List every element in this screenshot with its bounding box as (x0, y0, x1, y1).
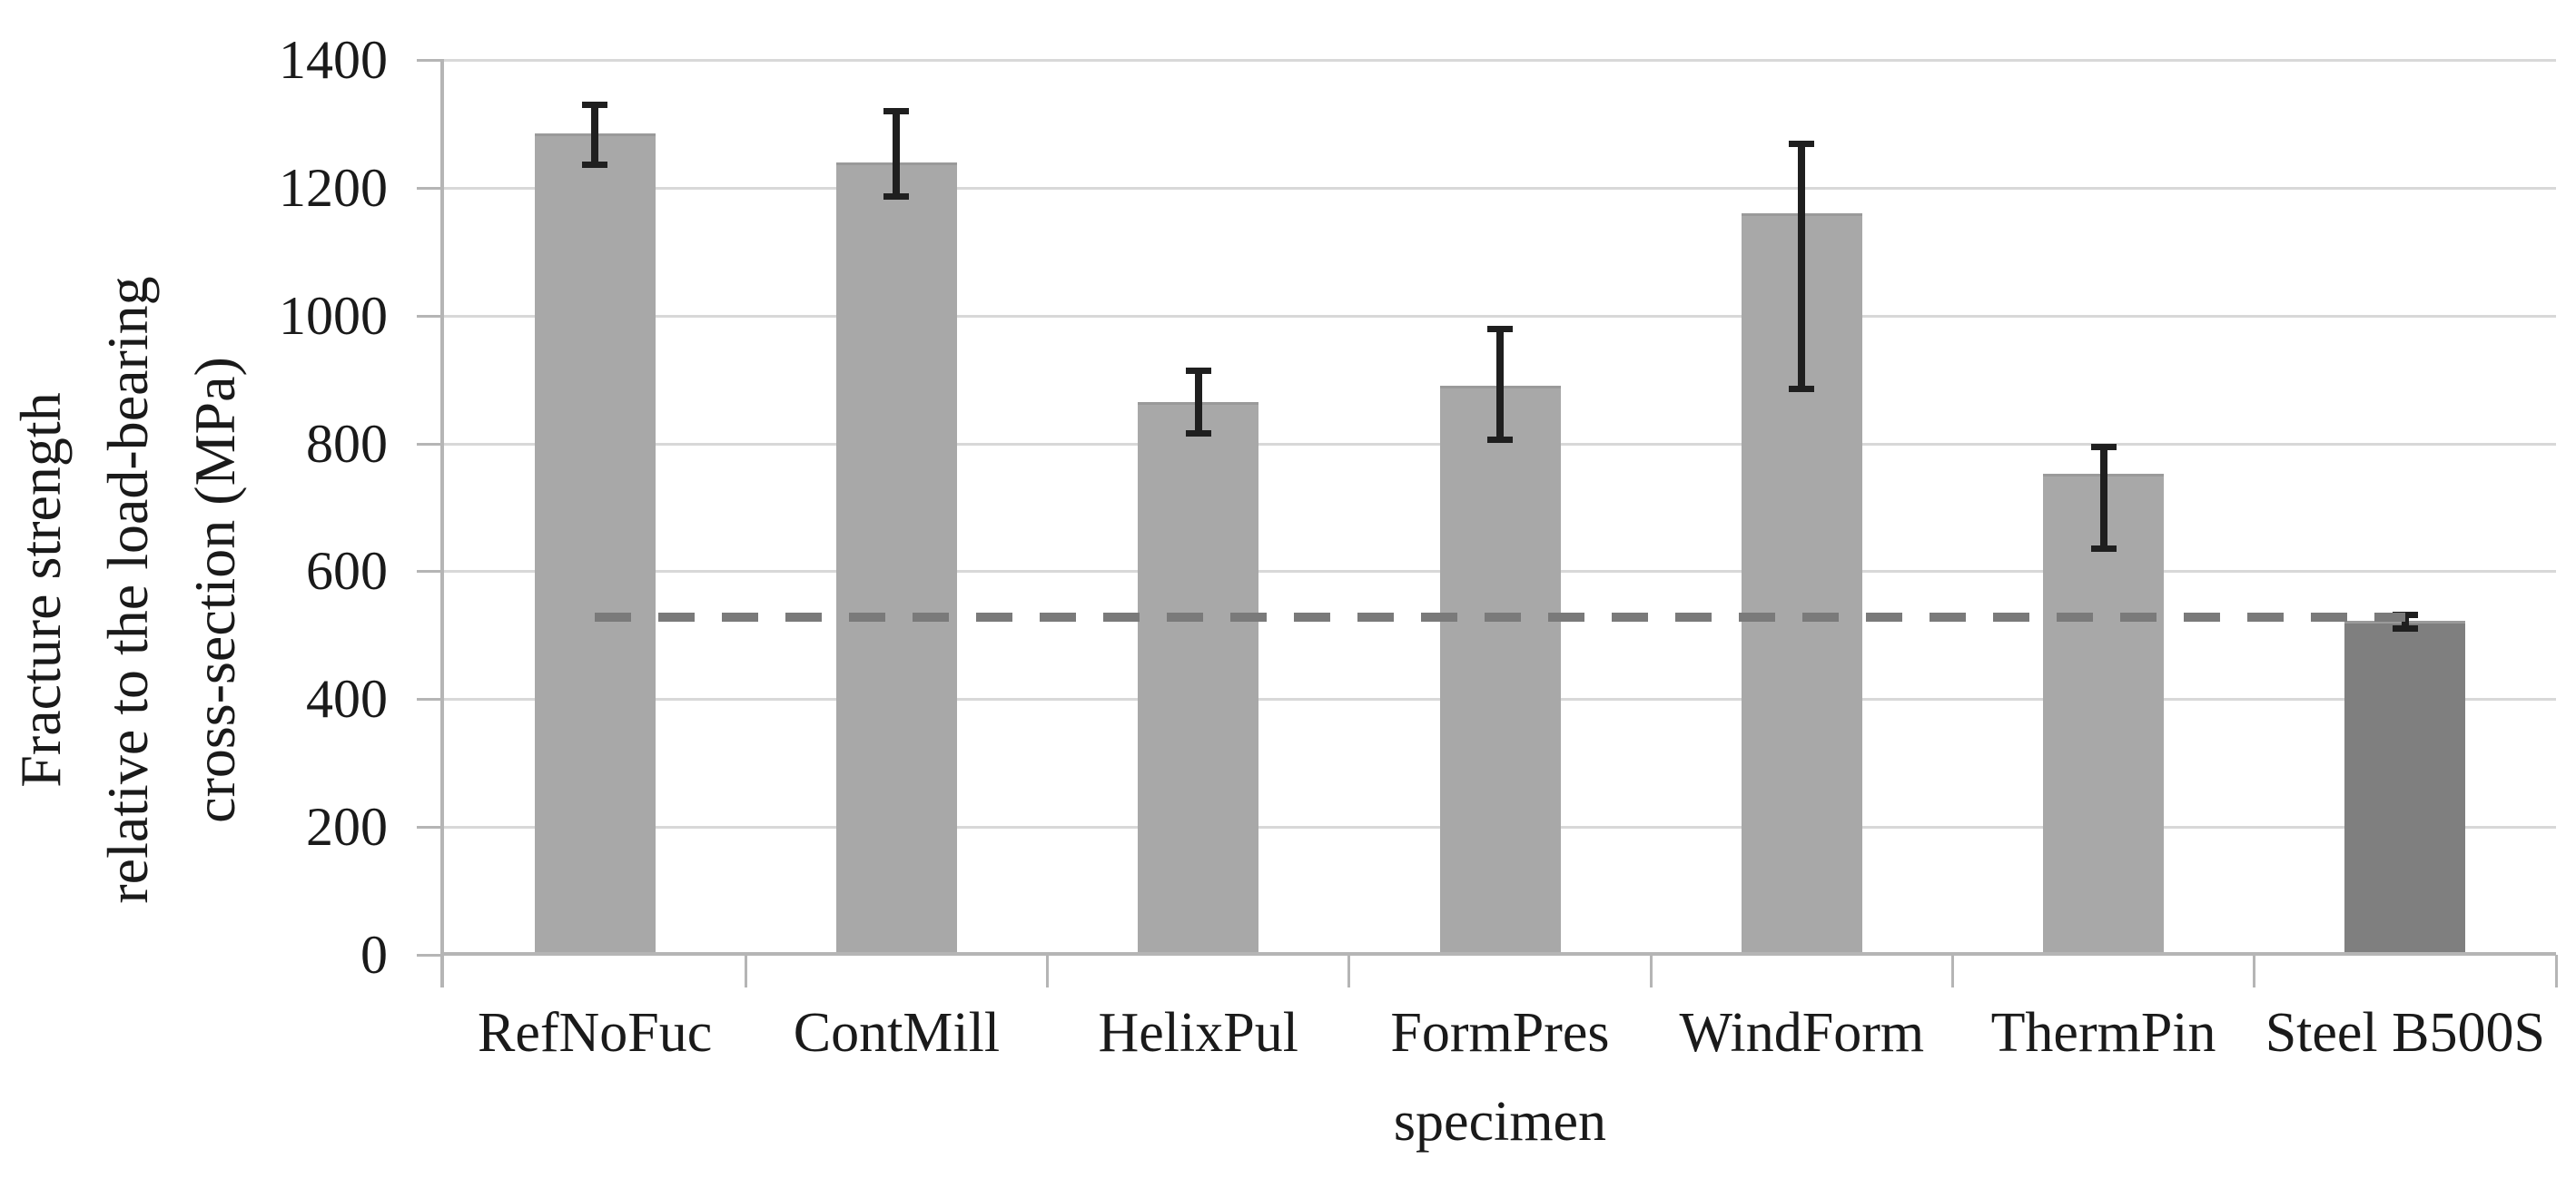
x-axis-tick-3 (1347, 955, 1351, 987)
error-bar-bottom-cap-windform (1789, 385, 1815, 392)
y-axis-tick-1000 (417, 314, 444, 318)
error-bar-windform (1798, 142, 1806, 389)
error-bar-refnofuc (591, 104, 599, 166)
bar-refnofuc (534, 133, 656, 956)
x-axis-tick-1 (744, 955, 747, 987)
y-tick-label-1200: 1200 (279, 157, 388, 218)
error-bar-top-cap-helixpul (1185, 367, 1211, 374)
y-tick-label-1000: 1000 (279, 285, 388, 346)
category-label-windform: WindForm (1679, 1002, 1925, 1064)
y-axis-tick-1200 (417, 186, 444, 190)
y-tick-label-0: 0 (360, 925, 388, 985)
y-tick-label-800: 800 (306, 413, 388, 474)
y-tick-label-200: 200 (306, 797, 388, 858)
category-label-thermpin: ThermPin (1990, 1002, 2216, 1064)
category-label-helixpul: HelixPul (1098, 1002, 1298, 1064)
x-axis-tick-4 (1649, 955, 1653, 987)
error-bar-bottom-cap-contmill (883, 193, 910, 201)
y-axis-tick-0 (417, 954, 444, 957)
error-bar-top-cap-refnofuc (582, 102, 608, 109)
gridline-1000 (444, 314, 2556, 318)
gridline-1400 (444, 59, 2556, 62)
bar-thermpin (2043, 473, 2165, 956)
y-axis-tick-1400 (417, 59, 444, 62)
gridline-1200 (444, 186, 2556, 190)
bar-contmill (835, 162, 957, 956)
error-bar-helixpul (1194, 369, 1202, 434)
error-bar-bottom-cap-refnofuc (582, 162, 608, 169)
steel-reference-dashed-line (595, 613, 2405, 623)
y-axis-title-line-1: Fracture strength (8, 392, 73, 788)
error-bar-top-cap-thermpin (2090, 444, 2117, 451)
error-bar-top-cap-formpres (1487, 325, 1513, 332)
category-label-contmill: ContMill (793, 1002, 1001, 1064)
error-bar-bottom-cap-steel-b500s (2392, 624, 2418, 632)
y-axis-tick-600 (417, 570, 444, 574)
error-bar-thermpin (2099, 447, 2107, 549)
y-axis-line (440, 60, 444, 987)
y-axis-tick-800 (417, 442, 444, 446)
error-bar-formpres (1496, 328, 1504, 441)
y-tick-label-1400: 1400 (279, 30, 388, 90)
error-bar-top-cap-contmill (883, 108, 910, 115)
category-label-refnofuc: RefNoFuc (477, 1002, 713, 1064)
x-axis-tick-6 (2253, 955, 2256, 987)
error-bar-bottom-cap-formpres (1487, 437, 1513, 444)
bar-steel-b500s (2344, 621, 2466, 956)
x-axis-tick-7 (2554, 955, 2558, 987)
category-label-formpres: FormPres (1390, 1002, 1610, 1064)
error-bar-top-cap-steel-b500s (2392, 611, 2418, 618)
error-bar-bottom-cap-helixpul (1185, 430, 1211, 437)
error-bar-top-cap-windform (1789, 140, 1815, 147)
x-axis-tick-2 (1046, 955, 1050, 987)
bar-formpres (1439, 386, 1561, 956)
error-bar-contmill (893, 111, 901, 198)
bar-helixpul (1138, 401, 1259, 956)
x-axis-title: specimen (1393, 1091, 1607, 1153)
y-tick-label-400: 400 (306, 669, 388, 730)
y-axis-tick-200 (417, 826, 444, 830)
x-axis-tick-5 (1950, 955, 1954, 987)
y-axis-tick-400 (417, 698, 444, 702)
category-label-steel-b500s: Steel B500S (2265, 1002, 2545, 1064)
error-bar-bottom-cap-thermpin (2090, 545, 2117, 552)
x-axis-line (444, 952, 2556, 956)
error-bar-steel-b500s (2401, 614, 2409, 629)
y-tick-label-600: 600 (306, 541, 388, 602)
